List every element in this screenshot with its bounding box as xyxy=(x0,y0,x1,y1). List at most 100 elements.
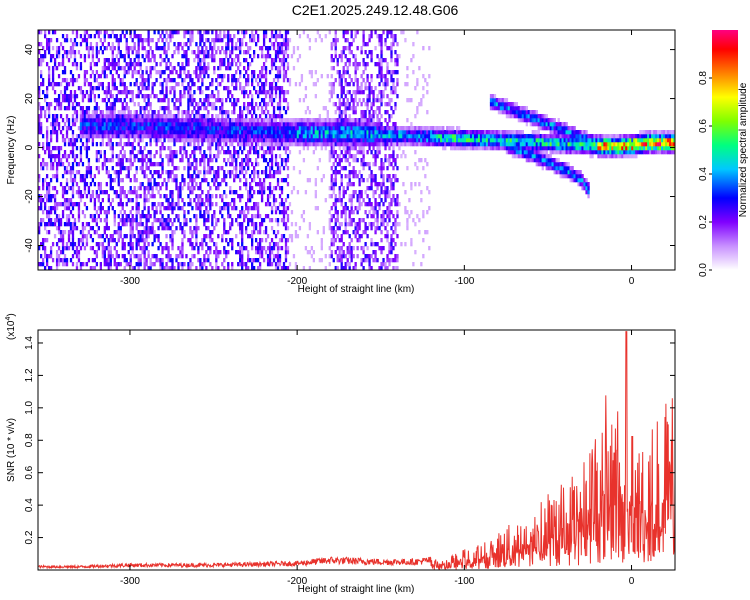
spectrogram-cell xyxy=(153,118,156,123)
spectrogram-cell xyxy=(65,134,69,139)
spectrogram-cell xyxy=(125,46,128,51)
spectrogram-cell xyxy=(231,222,234,227)
spectrogram-cell xyxy=(125,126,128,131)
spectrogram-cell xyxy=(121,134,124,139)
spectrogram-cell xyxy=(167,46,170,51)
spectrogram-cell xyxy=(95,242,99,247)
spectrogram-cell xyxy=(276,262,280,267)
spectrogram-cell xyxy=(256,122,260,127)
spectrogram-cell xyxy=(47,142,51,147)
spectrogram-cell xyxy=(159,218,162,223)
spectrogram-cell xyxy=(330,122,333,127)
spectrogram-cell xyxy=(71,162,75,167)
spectrogram-cell xyxy=(183,66,186,71)
spectrogram-cell xyxy=(217,98,220,103)
spectrogram-cell xyxy=(65,262,69,267)
spectrogram-cell xyxy=(161,134,164,139)
spectrogram-cell xyxy=(260,182,264,187)
spectrogram-cell xyxy=(191,162,194,167)
spectrogram-cell xyxy=(372,126,375,131)
spectrogram-cell xyxy=(103,90,106,95)
spectrogram-cell xyxy=(256,34,260,39)
spectrogram-cell xyxy=(175,226,178,231)
spectrogram-cell xyxy=(133,66,136,71)
spectrogram-cell xyxy=(175,186,178,191)
spectrogram-cell xyxy=(175,122,178,127)
spectrogram-cell xyxy=(149,258,152,263)
spectrogram-cell xyxy=(201,122,204,127)
spectrogram-cell xyxy=(85,126,89,131)
spectrogram-cell xyxy=(89,62,93,67)
spectrogram-cell xyxy=(187,266,190,271)
spectrogram-cell xyxy=(149,186,152,191)
spectrogram-cell xyxy=(330,218,333,223)
spectrogram-cell xyxy=(243,146,246,151)
spectrogram-cell xyxy=(49,54,53,59)
spectrogram-cell xyxy=(207,138,210,143)
spectrogram-cell xyxy=(97,34,101,39)
spectrogram-cell xyxy=(254,250,258,255)
spectrogram-cell xyxy=(252,54,256,59)
spectrogram-cell xyxy=(205,54,208,59)
spectrogram-cell xyxy=(266,146,270,151)
spectrogram-cell xyxy=(137,222,140,227)
spectrogram-cell xyxy=(73,174,77,179)
spectrogram-cell xyxy=(254,258,258,263)
spectrogram-cell xyxy=(346,90,349,95)
spectrogram-cell xyxy=(123,166,126,171)
spectrogram-cell xyxy=(41,46,45,51)
spectrogram-cell xyxy=(314,82,317,87)
spectrogram-cell xyxy=(217,170,220,175)
spectrogram-cell xyxy=(201,46,204,51)
spectrogram-cell xyxy=(165,50,168,55)
spectrogram-cell xyxy=(59,62,63,67)
spectrogram-cell xyxy=(149,114,152,119)
spectrogram-cell xyxy=(185,122,188,127)
spectrogram-cell xyxy=(39,58,43,63)
spectrogram-cell xyxy=(284,162,288,167)
spectrogram-cell xyxy=(344,202,347,207)
spectrogram-cell xyxy=(239,230,242,235)
spectrogram-cell xyxy=(276,138,280,143)
spectrogram-cell xyxy=(107,134,110,139)
spectrogram-cell xyxy=(57,238,61,243)
spectrogram-cell xyxy=(121,110,124,115)
spectrogram-cell xyxy=(243,246,246,251)
spectrogram-cell xyxy=(143,186,146,191)
spectrogram-cell xyxy=(278,110,282,115)
spectrogram-cell xyxy=(63,186,67,191)
spectrogram-cell xyxy=(51,154,55,159)
spectrogram-cell xyxy=(75,118,79,123)
spectrogram-cell xyxy=(278,254,282,259)
spectrogram-cell xyxy=(38,102,41,107)
spectrogram-cell xyxy=(161,250,164,255)
spectrogram-cell xyxy=(131,70,134,75)
spectrogram-cell xyxy=(256,150,260,155)
spectrogram-cell xyxy=(63,230,67,235)
spectrogram-cell xyxy=(280,90,284,95)
spectrogram-cell xyxy=(193,98,196,103)
spectrogram-cell xyxy=(270,210,274,215)
spectrogram-cell xyxy=(338,74,341,79)
spectrogram-cell xyxy=(51,122,55,127)
spectrogram-cell xyxy=(83,30,87,35)
spectrogram-cell xyxy=(87,170,91,175)
spectrogram-cell xyxy=(147,166,150,171)
spectrogram-cell xyxy=(207,254,210,259)
spectrogram-cell xyxy=(338,122,341,127)
spectrogram-cell xyxy=(117,50,120,55)
spectrogram-cell xyxy=(372,162,375,167)
spectrogram-cell xyxy=(274,74,278,79)
spectrogram-cell xyxy=(231,58,234,63)
spectrogram-cell xyxy=(225,138,228,143)
spectrogram-cell xyxy=(296,46,300,51)
spectrogram-cell xyxy=(187,202,190,207)
spectrogram-cell xyxy=(77,50,81,55)
spectrogram-cell xyxy=(213,226,216,231)
spectrogram-cell xyxy=(45,38,49,43)
spectrogram-cell xyxy=(304,134,308,139)
spectrogram-cell xyxy=(149,150,152,155)
spectrogram-cell xyxy=(195,42,198,47)
spectrogram-cell xyxy=(258,70,262,75)
spectrogram-cell xyxy=(225,118,228,123)
